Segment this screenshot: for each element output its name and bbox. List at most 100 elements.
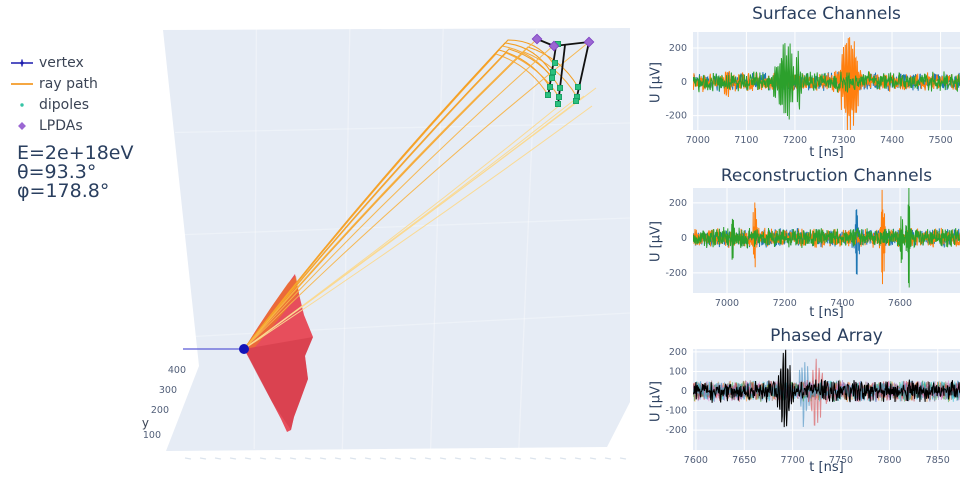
scene-y-axis-label: y: [142, 416, 149, 430]
scene-legend: vertex ray path dipoles LPDAs: [10, 52, 98, 136]
legend-item-vertex[interactable]: vertex: [10, 52, 98, 73]
pane-gridline: [253, 28, 258, 450]
floor-tick: [379, 457, 387, 460]
reconstruction-channels-plot[interactable]: 7000 7200 7400 7600 -200 0 200: [640, 158, 960, 320]
x-tick-label: 7300: [831, 135, 855, 146]
station-string: [575, 41, 590, 102]
floor-tick: [559, 457, 567, 460]
y-axis-label: U [µV]: [648, 381, 664, 422]
legend-item-dipoles[interactable]: dipoles: [10, 94, 98, 115]
shower-cone: [244, 274, 313, 432]
dipole-marker: [550, 69, 557, 76]
floor-tick: [319, 457, 327, 460]
dipole-marker: [552, 60, 559, 67]
ray-path: [243, 87, 597, 350]
chart-surface-channels: Surface Channels U [µV] 7000 7100 7200 7300…: [640, 0, 960, 162]
scene-y-tick-label: 400: [168, 365, 186, 376]
lpda-marker: [531, 33, 543, 45]
zenith-value: θ=93.3°: [17, 161, 97, 183]
floor-tick: [529, 457, 537, 460]
ray-path: [243, 41, 590, 350]
y-tick-label: -200: [665, 425, 687, 436]
legend-item-ray-path[interactable]: ray path: [10, 73, 98, 94]
floor-tick: [589, 457, 597, 460]
dipole-marker: [573, 98, 580, 105]
x-tick-label: 7000: [715, 298, 739, 309]
channel-green-trace: [693, 43, 960, 120]
floor-tick: [499, 457, 507, 460]
scene-y-tick-label: 300: [159, 385, 177, 396]
pane-gridline: [429, 28, 444, 450]
legend-label: ray path: [39, 75, 98, 92]
surface-channels-plot[interactable]: 7000 7100 7200 7300 7400 7500 -200 0 200: [640, 0, 960, 162]
y-tick-label: 100: [669, 366, 687, 377]
x-tick-label: 7400: [880, 135, 904, 146]
pane-gridline: [174, 217, 631, 236]
dipole-marker: [547, 84, 554, 91]
ray-path: [243, 38, 538, 350]
x-tick-label: 7600: [888, 298, 912, 309]
y-tick-label: 200: [669, 43, 687, 54]
floor-tick: [409, 457, 417, 460]
floor-tick: [424, 457, 432, 460]
floor-tick: [274, 457, 282, 460]
y-tick-label: 200: [669, 198, 687, 209]
legend-label: vertex: [39, 54, 84, 71]
x-tick-label: 7650: [732, 455, 756, 466]
floor-tick: [439, 457, 447, 460]
phased-array-plot[interactable]: 7600 7650 7700 7750 7800 7850 -200 -100 0 100 200: [640, 318, 960, 480]
y-tick-label: 0: [681, 233, 687, 244]
floor-tick: [334, 457, 342, 460]
energy-value: E=2e+18eV: [17, 142, 134, 164]
pane-gridline: [174, 312, 631, 339]
y-axis-label: U [µV]: [648, 221, 664, 262]
azimuth-value: φ=178.8°: [17, 180, 110, 202]
floor-tick: [229, 457, 237, 460]
vertex-marker: [239, 344, 249, 354]
dipole-marker: [549, 75, 556, 82]
x-tick-label: 7100: [734, 135, 758, 146]
floor-tick: [484, 457, 492, 460]
floor-tick: [544, 457, 552, 460]
x-tick-label: 7850: [926, 455, 950, 466]
ray-path: [243, 52, 560, 350]
x-tick-label: 7400: [830, 298, 854, 309]
lpda-marker: [548, 40, 560, 52]
floor-tick: [574, 457, 582, 460]
floor-tick: [244, 457, 252, 460]
floor-tick: [349, 457, 357, 460]
scene-y-tick-label: 200: [151, 405, 169, 416]
floor-tick: [364, 457, 372, 460]
floor-tick: [184, 457, 192, 460]
vertex-legend-icon: [11, 59, 33, 66]
x-tick-label: 7600: [684, 455, 708, 466]
x-tick-label: 7750: [829, 455, 853, 466]
y-tick-label: -200: [665, 268, 687, 279]
lpdas-legend-icon: [18, 121, 26, 130]
y-tick-label: -200: [665, 111, 687, 122]
floor-tick: [619, 457, 627, 460]
legend-item-lpdas[interactable]: LPDAs: [10, 115, 98, 136]
x-tick-label: 7800: [877, 455, 901, 466]
channel-orange-trace: [693, 37, 960, 130]
x-axis-label: t [ns]: [809, 305, 844, 320]
x-axis-label: t [ns]: [809, 460, 844, 475]
dipole-marker: [575, 84, 582, 91]
floor-tick: [604, 457, 612, 460]
chart-reconstruction-channels: Reconstruction Channels U [µV] 7000 7200 7…: [640, 158, 960, 320]
x-axis-label: t [ns]: [809, 145, 844, 160]
x-tick-label: 7500: [928, 135, 952, 146]
x-tick-label: 7200: [773, 298, 797, 309]
floor-tick: [514, 457, 522, 460]
chart-phased-array: Phased Array U [µV] 7600 7650 7700 7750 7800…: [640, 318, 960, 480]
dipoles-legend-icon: [20, 102, 24, 107]
dipole-marker: [545, 92, 552, 99]
x-tick-label: 7000: [686, 135, 710, 146]
legend-label: LPDAs: [39, 117, 83, 134]
shower-cone: [244, 337, 313, 430]
y-axis-label: U [µV]: [648, 62, 664, 103]
ray-path: [243, 105, 593, 350]
x-tick-label: 7200: [783, 135, 807, 146]
